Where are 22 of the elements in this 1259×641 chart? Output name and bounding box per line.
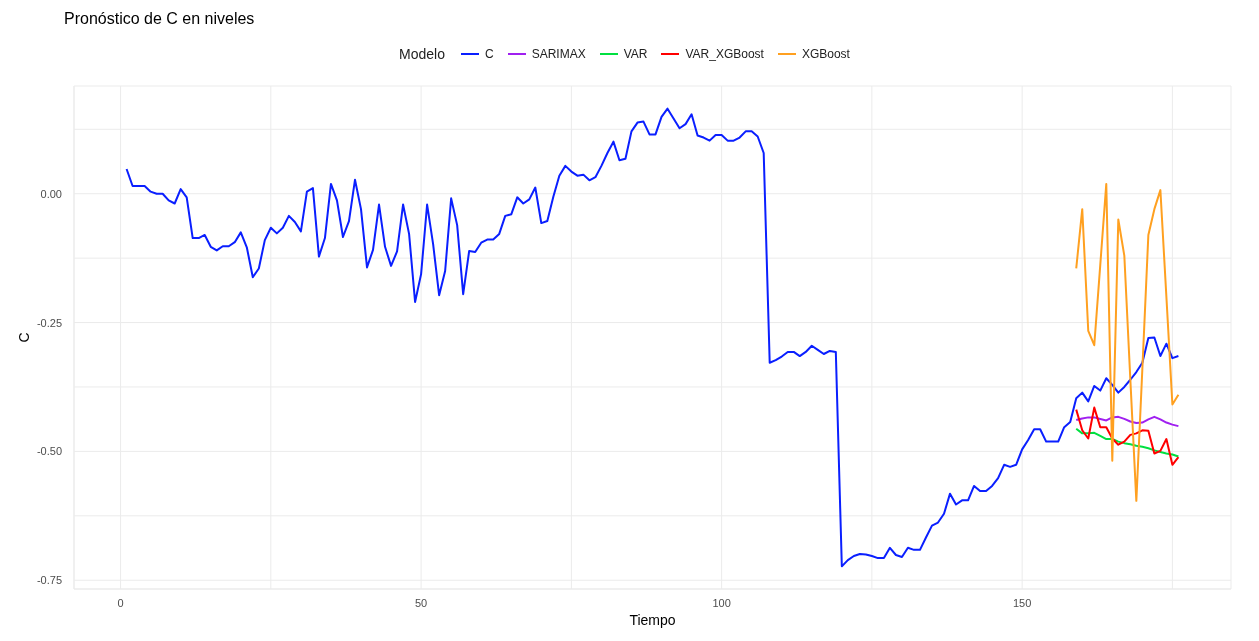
legend-label: VAR_XGBoost <box>685 47 764 61</box>
legend-title: Modelo <box>399 46 445 62</box>
x-tick-label: 150 <box>1012 597 1032 609</box>
line-series <box>125 107 1180 568</box>
y-tick-label: -0.25 <box>36 316 62 329</box>
line-series <box>1075 406 1180 466</box>
legend-label: VAR <box>623 47 648 61</box>
line-series <box>1075 182 1180 502</box>
line-series <box>1075 427 1180 458</box>
y-tick-label: -0.50 <box>36 445 62 458</box>
x-tick-label: 100 <box>712 597 731 609</box>
x-tick-label: 50 <box>414 597 428 609</box>
legend-label: SARIMAX <box>531 47 586 61</box>
y-tick-label: -0.75 <box>36 574 62 587</box>
y-axis-title: C <box>15 332 32 343</box>
line-series <box>1075 415 1180 428</box>
chart-title: Pronóstico de C en niveles <box>64 10 255 28</box>
x-tick-label: 0 <box>117 597 124 609</box>
legend-label: C <box>484 47 494 61</box>
x-axis-title: Tiempo <box>629 612 676 628</box>
legend-label: XGBoost <box>801 47 850 61</box>
y-tick-label: 0.00 <box>40 187 62 200</box>
